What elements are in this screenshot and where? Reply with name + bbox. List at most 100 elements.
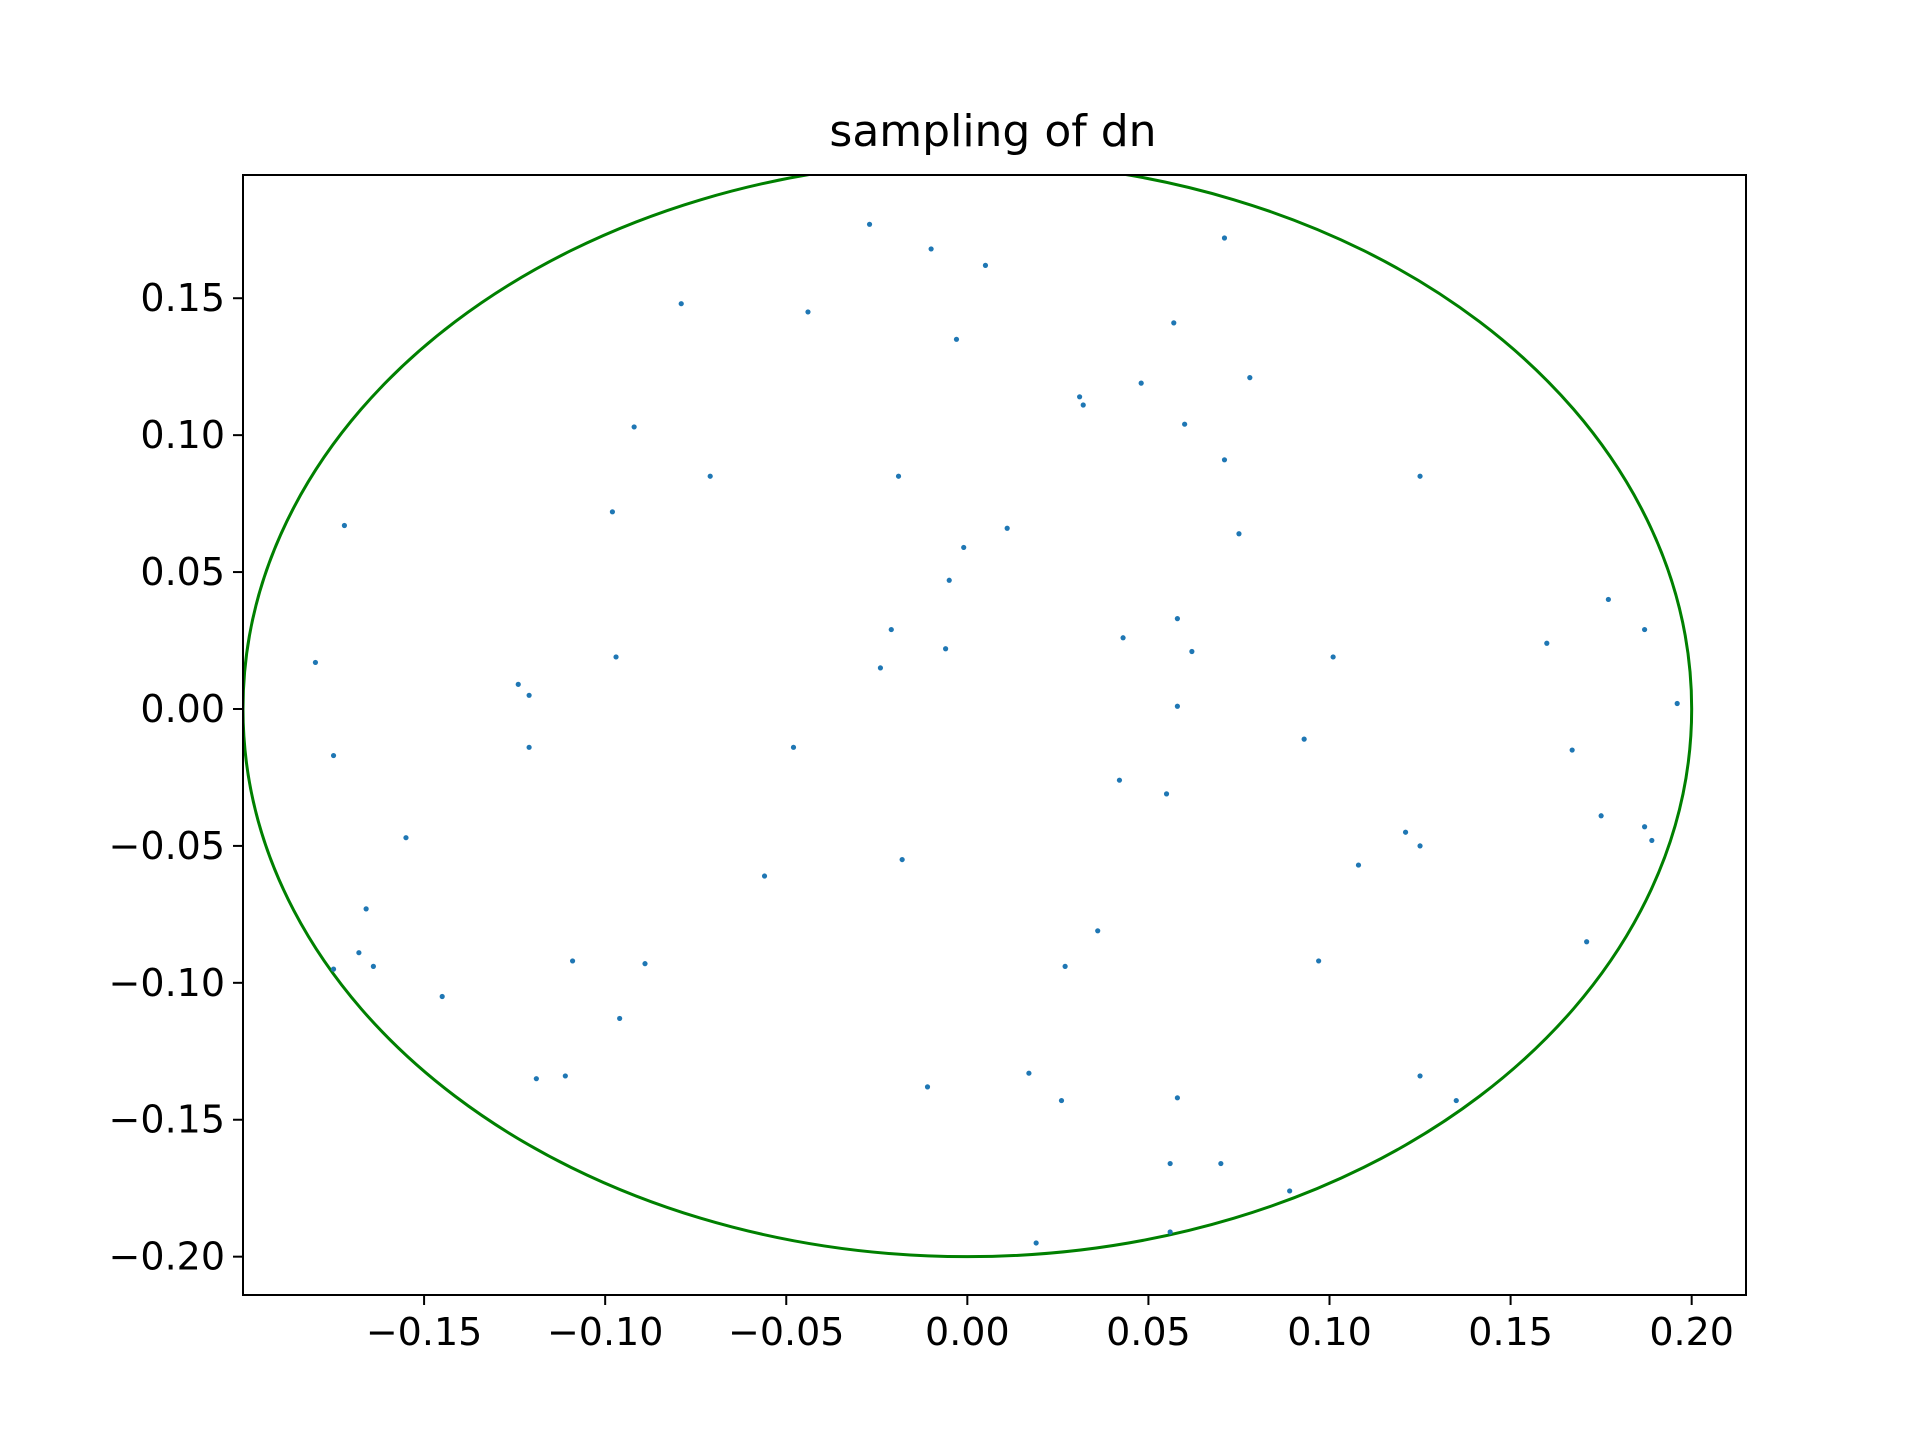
scatter-point	[1417, 473, 1423, 479]
scatter-point	[341, 522, 348, 529]
scatter-point	[1163, 791, 1170, 797]
scatter-point	[1355, 862, 1362, 868]
scatter-point	[946, 577, 952, 583]
scatter-point	[515, 681, 521, 687]
scatter-point	[943, 646, 949, 652]
scatter-point	[562, 1073, 568, 1079]
y-tick-label: 0.05	[140, 550, 225, 594]
scatter-point	[1077, 394, 1083, 400]
scatter-point	[642, 961, 648, 967]
scatter-point	[1026, 1070, 1032, 1076]
scatter-point	[1236, 531, 1242, 537]
scatter-point	[866, 221, 873, 227]
scatter-point	[1120, 635, 1126, 641]
axis-ticks: −0.15 −0.10 −0.05 0.00 0.05 0.10 0.15 0.20 0.15 0…	[109, 276, 1734, 1354]
scatter-point	[1058, 1097, 1065, 1104]
x-tick-label: 0.10	[1287, 1310, 1372, 1354]
scatter-point	[1167, 1160, 1173, 1167]
scatter-point	[1080, 402, 1086, 408]
scatter-point	[1641, 626, 1648, 633]
scatter-point	[569, 958, 576, 964]
scatter-point	[1641, 824, 1648, 830]
scatter-point	[1221, 235, 1228, 241]
scatter-point	[1062, 963, 1068, 969]
y-tick-label: −0.10	[109, 961, 225, 1005]
x-tick-label: 0.05	[1106, 1310, 1191, 1354]
scatter-point	[526, 744, 532, 750]
scatter-point	[1402, 829, 1409, 835]
scatter-point	[761, 873, 768, 879]
scatter-point	[1138, 380, 1144, 386]
scatter-point	[805, 309, 811, 315]
scatter-point	[1189, 648, 1195, 655]
scatter-point	[928, 246, 934, 252]
scatter-point	[1218, 1160, 1224, 1167]
scatter-point	[439, 993, 445, 1000]
x-tick-label: −0.15	[366, 1310, 482, 1354]
scatter-point	[877, 665, 884, 671]
x-tick-label: 0.15	[1468, 1310, 1553, 1354]
scatter-point	[1247, 375, 1253, 381]
y-tick-label: −0.20	[109, 1235, 225, 1279]
scatter-point	[1174, 703, 1180, 709]
scatter-point	[631, 424, 637, 430]
scatter-point	[1095, 928, 1101, 934]
scatter-point	[895, 473, 902, 479]
scatter-point	[1330, 654, 1336, 660]
scatter-point	[1649, 837, 1655, 844]
scatter-point	[1174, 1095, 1180, 1101]
scatter-point	[1544, 640, 1550, 646]
scatter-point	[678, 301, 684, 307]
scatter-point	[1598, 813, 1604, 819]
scatter-point	[899, 856, 905, 863]
scatter-point	[533, 1076, 539, 1082]
y-tick-label: 0.15	[140, 276, 225, 320]
scatter-point	[1221, 457, 1228, 463]
scatter-point	[1033, 1240, 1039, 1246]
scatter-point	[1674, 700, 1680, 707]
scatter-point	[609, 509, 616, 515]
scatter-point	[953, 336, 960, 342]
scatter-point	[1301, 736, 1307, 742]
scatter-point	[790, 744, 797, 750]
scatter-point	[1417, 1073, 1423, 1079]
scatter-point	[707, 473, 713, 479]
scatter-point	[312, 659, 319, 666]
scatter-point	[961, 544, 967, 551]
y-tick-label: −0.05	[109, 824, 225, 868]
scatter-point	[1569, 747, 1575, 753]
scatter-point	[330, 966, 337, 972]
scatter-point	[1167, 1229, 1173, 1235]
scatter-point	[1417, 843, 1423, 849]
x-tick-label: 0.20	[1649, 1310, 1734, 1354]
y-tick-label: −0.15	[109, 1098, 225, 1142]
scatter-point	[1116, 777, 1123, 783]
scatter-point	[1287, 1188, 1293, 1194]
scatter-point	[363, 906, 369, 912]
scatter-point	[888, 626, 894, 633]
scatter-point	[1004, 525, 1010, 531]
scatter-point	[1174, 616, 1180, 622]
y-tick-label: 0.00	[140, 687, 225, 731]
x-tick-label: 0.00	[925, 1310, 1010, 1354]
scatter-point	[370, 963, 376, 969]
scatter-point	[1171, 320, 1177, 326]
plot-frame	[242, 174, 1747, 1296]
scatter-point	[1182, 421, 1188, 427]
scatter-point	[403, 835, 409, 841]
circle-boundary	[243, 175, 1693, 1258]
scatter-point	[330, 752, 337, 759]
x-tick-label: −0.05	[728, 1310, 844, 1354]
scatter-point	[356, 950, 362, 956]
y-tick-label: 0.10	[140, 413, 225, 457]
scatter-point	[1316, 958, 1322, 964]
scatter-point	[1584, 939, 1590, 945]
scatter-point	[1605, 596, 1611, 603]
scatter-point	[617, 1015, 623, 1022]
plot-area	[243, 175, 1693, 1258]
scatter-point	[613, 654, 619, 660]
scatter-point	[924, 1084, 931, 1090]
x-tick-label: −0.10	[547, 1310, 663, 1354]
